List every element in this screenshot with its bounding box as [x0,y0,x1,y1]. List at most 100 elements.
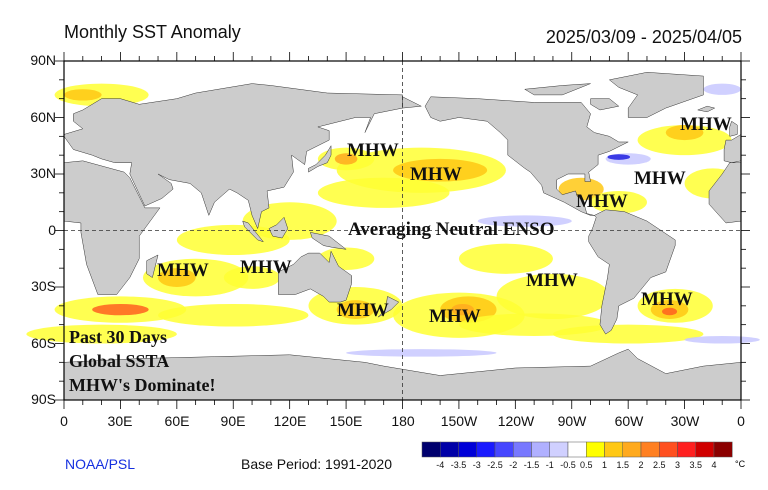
land-africa-west [709,163,741,223]
anomaly-patch [703,83,742,95]
colorbar-swatch [713,441,733,458]
anomaly-patch [336,300,375,320]
mhw-label-s-atlantic: MHW [641,289,693,310]
colorbar-swatch [604,441,623,458]
lon-label: 120W [497,413,535,429]
mhw-label-caribbean: MHW [576,191,628,212]
lon-label: 30W [670,413,700,429]
mhw-label-se-pacific: MHW [526,270,578,291]
lon-label: 60E [164,413,190,429]
land-new-guinea [310,232,346,249]
anomaly-patch [665,125,704,141]
land-iceland [698,106,715,112]
lat-label: 30S [31,278,56,294]
land-south-america [589,210,676,334]
mhw-label-n-atlantic: MHW [680,114,732,135]
lon-label: 120E [273,413,307,429]
lat-label: 30N [30,165,56,181]
lat-label: 90S [31,391,56,407]
colorbar-tick-label: -3 [472,460,481,470]
anomaly-patch [223,266,281,289]
source-label: NOAA/PSL [65,456,136,472]
lat-label: 90N [30,52,56,68]
colorbar-swatch [695,441,715,458]
lon-label: 90E [220,413,246,429]
colorbar-swatch [476,441,496,458]
colorbar-swatch [567,441,587,458]
colorbar-tick-label: 3 [674,460,680,470]
colorbar-tick-label: 2 [638,460,644,470]
colorbar-tick-label: 4 [711,460,717,470]
land-baffin [591,99,619,110]
land-uk [730,121,738,136]
land-north-america [425,97,628,216]
land-chukotka [403,97,422,108]
colorbar-swatch [640,441,660,458]
colorbar-tick-label: 0.5 [579,460,593,470]
colorbar-swatch [440,441,459,458]
colorbar-swatch [586,441,605,458]
lon-label: 30E [107,413,133,429]
lat-label: 60S [31,335,56,351]
colorbar-swatch [677,441,696,458]
land-africa-east [64,161,160,295]
anomaly-patch [590,190,647,214]
colorbar-swatch [458,441,477,458]
lon-label: 90W [557,413,587,429]
colorbar-tick-label: -4 [436,460,445,470]
colorbar-tick-label: -2 [509,460,518,470]
anomaly-patch [158,268,196,287]
colorbar-tick-label: -3.5 [450,460,467,470]
anomaly-patch [552,324,704,344]
land-madagascar [147,255,158,278]
lon-label: 180 [391,413,415,429]
anomaly-patch [684,335,760,344]
colorbar-swatch [513,441,532,458]
anomaly-patch [334,153,358,165]
anomaly-patch [662,307,678,316]
map-title: Monthly SST Anomaly [64,22,241,42]
land-eurasia [64,84,403,229]
mhw-label-tasman: MHW [337,300,389,321]
colorbar-swatch [622,441,642,458]
mhw-label-mid-atlantic: MHW [634,168,686,189]
anomaly-patch [451,303,474,316]
mhw-label-nw-pacific: MHW [347,140,399,161]
colorbar-tick-label: 1 [601,460,607,470]
mhw-label-se-indian: MHW [240,257,292,278]
anomaly-patch [64,89,102,101]
summary-line: MHW's Dominate! [69,375,216,395]
enso-label: Averaging Neutral ENSO [348,219,555,240]
land-new-zealand [378,296,399,317]
land-japan [308,146,331,172]
anomaly-patch [496,273,610,320]
mhw-label-s-pacific: MHW [429,306,481,327]
anomaly-patch [607,154,631,160]
lat-label: 0 [48,222,56,238]
base-period-label: Base Period: 1991-2020 [241,456,392,472]
land-borneo [269,217,288,238]
colorbar-tick-label: -1.5 [523,460,540,470]
mhw-label-sw-indian: MHW [157,260,209,281]
anomaly-patch [176,224,290,255]
colorbar-swatch [531,441,550,458]
anomaly-patch [477,215,572,227]
colorbar-swatch [659,441,678,458]
lat-label: 60N [30,109,56,125]
anomaly-patch [92,303,149,316]
mhw-label-n-pacific: MHW [410,164,462,185]
lon-label: 0 [737,413,745,429]
land-australia [278,251,351,302]
colorbar-tick-label: 2.5 [652,460,666,470]
colorbar-swatch [549,441,569,458]
colorbar-tick-label: -0.5 [560,460,576,470]
anomaly-patch [158,303,309,327]
anomaly-patch [346,349,497,357]
summary-line: Past 30 Days [69,327,167,347]
colorbar-tick-label: -1 [545,460,554,470]
land-greenland [609,72,703,117]
axis-ticks [55,52,750,409]
colorbar-tick-label: 1.5 [616,460,629,470]
land-canadian-arctic [525,84,591,95]
